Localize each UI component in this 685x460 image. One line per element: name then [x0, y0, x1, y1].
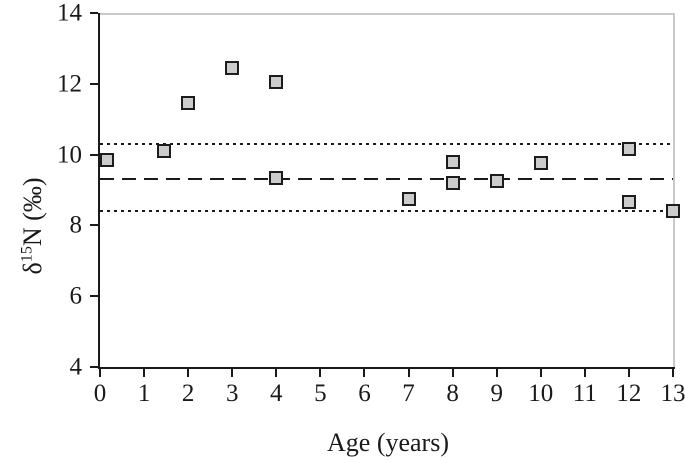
data-point-marker [269, 170, 284, 185]
x-tick-label: 7 [402, 380, 415, 407]
y-tick-mark [90, 153, 98, 156]
lower-dotted-line [100, 210, 673, 213]
x-tick-label: 0 [93, 380, 107, 407]
y-tick-label: 8 [69, 211, 83, 239]
data-point-marker [181, 96, 196, 111]
x-tick-mark [539, 369, 542, 377]
x-tick-mark [627, 369, 630, 377]
data-point-marker [225, 60, 240, 75]
y-axis-label-superscript: 15 [18, 246, 36, 263]
x-tick-mark [451, 369, 454, 377]
y-tick-mark [90, 366, 98, 368]
data-point-marker [533, 156, 548, 171]
x-axis-label: Age (years) [327, 428, 449, 457]
x-tick-label: 4 [270, 380, 283, 407]
y-tick-mark [90, 82, 98, 85]
data-point-marker [401, 191, 416, 206]
x-tick-mark [231, 369, 234, 377]
x-tick-label: 13 [660, 380, 685, 407]
x-tick-mark [99, 369, 101, 377]
x-tick-mark [143, 369, 146, 377]
data-point-marker [621, 142, 636, 157]
y-tick-label: 6 [69, 282, 83, 310]
data-point-marker [621, 195, 636, 210]
x-tick-label: 2 [181, 380, 195, 407]
data-point-marker [666, 204, 680, 219]
x-tick-mark [187, 369, 190, 377]
y-tick-label: 12 [57, 70, 82, 98]
y-axis-label-delta: δ [18, 262, 47, 275]
x-tick-label: 3 [225, 380, 239, 407]
x-tick-label: 8 [446, 380, 459, 407]
x-tick-mark [363, 369, 366, 377]
y-axis-label: δ15N (‰) [18, 177, 47, 275]
y-axis-label-rest: N (‰) [18, 177, 47, 247]
data-point-marker [99, 152, 114, 167]
y-axis-line [98, 13, 100, 369]
x-tick-label: 12 [616, 380, 642, 407]
x-tick-mark [495, 369, 498, 377]
plot-frame-right [673, 13, 675, 367]
data-point-marker [445, 175, 460, 190]
y-tick-mark [90, 295, 98, 298]
x-tick-label: 1 [137, 380, 151, 407]
x-tick-label: 9 [490, 380, 503, 407]
x-tick-label: 5 [314, 380, 327, 407]
x-tick-mark [583, 369, 586, 377]
x-axis-line [98, 367, 675, 369]
x-tick-label: 10 [528, 380, 554, 407]
plot-area: 4 6 8 10 12 14 0 1 2 3 4 5 6 7 8 9 10 11 12 13 [57, 1, 685, 407]
y-tick-mark [90, 12, 98, 14]
y-tick-label: 14 [57, 0, 82, 27]
data-point-marker [269, 75, 284, 90]
x-tick-label: 6 [358, 380, 371, 407]
plot-frame-top [100, 13, 675, 15]
y-tick-label: 4 [69, 353, 83, 381]
x-tick-mark [319, 369, 322, 377]
x-tick-mark [672, 369, 674, 377]
x-tick-label: 11 [572, 380, 597, 407]
x-tick-mark [275, 369, 278, 377]
x-tick-mark [407, 369, 410, 377]
data-point-marker [156, 144, 171, 159]
y-tick-mark [90, 224, 98, 227]
data-point-marker [445, 154, 460, 169]
y-tick-label: 10 [57, 141, 82, 169]
upper-dotted-line [100, 142, 673, 145]
data-point-marker [489, 174, 504, 189]
mean-dashed-line [100, 178, 673, 181]
